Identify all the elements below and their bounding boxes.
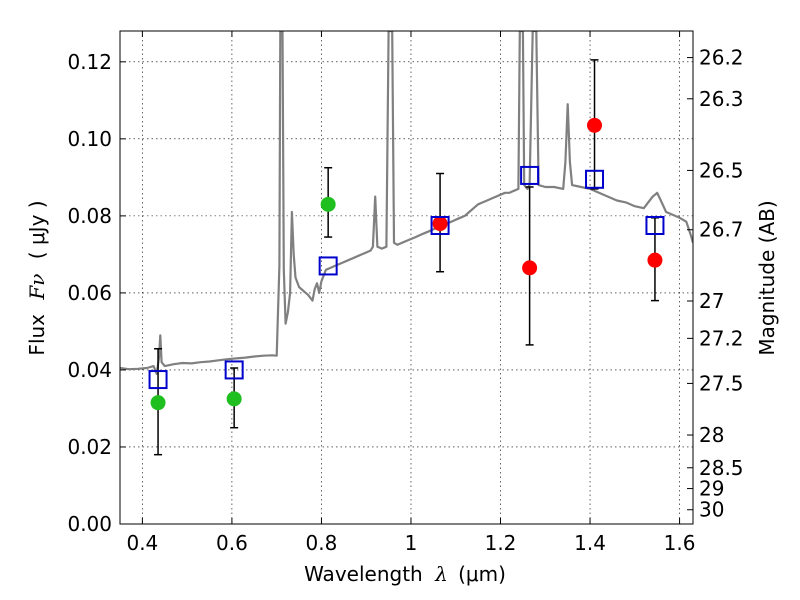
- y2-tick-label: 28: [699, 423, 724, 447]
- y2-tick-label: 27: [699, 289, 724, 313]
- grid-lines: [120, 31, 693, 525]
- spectrum-line: [120, 31, 693, 375]
- y-tick-label: 0.12: [67, 50, 112, 74]
- y2-tick-label: 26.2: [699, 46, 744, 70]
- y2-tick-label: 28.5: [699, 456, 744, 480]
- x-tick-label: 0.8: [306, 531, 338, 555]
- red-data-point: [647, 252, 663, 268]
- y2-tick-label: 26.5: [699, 158, 744, 182]
- red-data-point: [587, 117, 603, 133]
- model-square-point: [585, 169, 605, 189]
- model-square-point: [520, 165, 540, 185]
- y2-tick-label: 26.3: [699, 87, 744, 111]
- y-tick-label: 0.02: [67, 435, 112, 459]
- y-tick-label: 0.10: [67, 127, 112, 151]
- x-tick-label: 0.6: [216, 531, 248, 555]
- y2-tick-label: 30: [699, 498, 724, 522]
- plot-frame: [119, 30, 694, 525]
- x-tick-label: 0.4: [126, 531, 158, 555]
- model-square-point: [148, 370, 168, 390]
- y-tick-label: 0.06: [67, 281, 112, 305]
- red-data-point: [432, 216, 448, 232]
- x-tick-label: 1: [405, 531, 418, 555]
- y-tick-label: 0.08: [67, 204, 112, 228]
- model-square-point: [224, 360, 244, 380]
- red-data-point: [522, 260, 538, 276]
- y2-tick-label: 27.5: [699, 371, 744, 395]
- green-data-point: [320, 196, 336, 212]
- green-data-point: [150, 395, 166, 411]
- y2-tick-label: 26.7: [699, 218, 744, 242]
- green-data-point: [226, 391, 242, 407]
- y-axis-label: Flux Fν ( μJy ): [25, 200, 49, 355]
- y-tick-label: 0.04: [67, 358, 112, 382]
- plot-area: [120, 31, 693, 456]
- x-tick-label: 1.6: [664, 531, 696, 555]
- y2-axis-label: Magnitude (AB): [755, 200, 779, 355]
- y2-tick-label: 29: [699, 477, 724, 501]
- y2-tick-label: 27.2: [699, 326, 744, 350]
- model-square-point: [430, 216, 450, 236]
- axis-ticks: 0.4 0.6 0.8 1 1.2 1.4 1.6 0.00 0.02 0.04 0.06 0.08 0…: [67, 31, 744, 555]
- model-square-point: [645, 216, 665, 236]
- x-tick-label: 1.2: [485, 531, 517, 555]
- x-axis-label: Wavelength λ (μm): [304, 562, 506, 586]
- model-square-point: [318, 256, 338, 276]
- y-tick-label: 0.00: [67, 512, 112, 536]
- x-tick-label: 1.4: [574, 531, 606, 555]
